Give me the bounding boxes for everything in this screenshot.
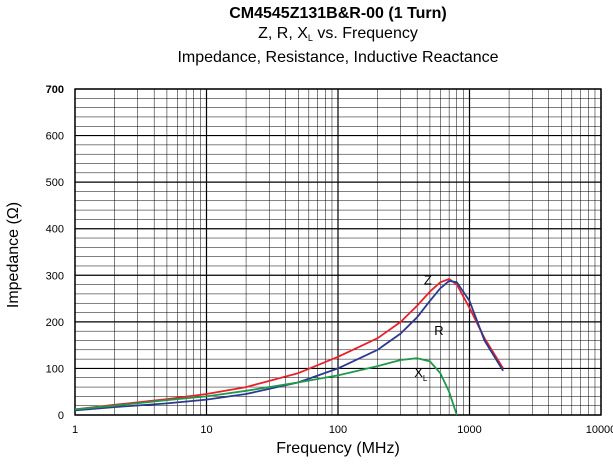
y-axis-label: Impedance (Ω) <box>5 201 22 309</box>
y-tick-label: 200 <box>46 317 64 329</box>
curve-label-xl: XL <box>414 365 428 383</box>
chart-subtitle: Z, R, XL vs. Frequency <box>75 24 601 48</box>
x-tick-label: 1 <box>72 424 78 436</box>
chart-curve-labels: Z R XL <box>414 273 443 383</box>
y-tick-label: 700 <box>46 84 64 96</box>
x-tick-label: 100 <box>329 424 347 436</box>
plot-frame <box>74 88 602 416</box>
y-tick-label: 0 <box>58 410 64 422</box>
chart-series-group <box>74 278 504 416</box>
curve-label-r: R <box>434 323 443 338</box>
series-line-r <box>74 280 504 412</box>
subtitle-main: Z, R, X <box>258 25 308 42</box>
chart-subtitle-2: Impedance, Resistance, Inductive Reactan… <box>177 49 499 66</box>
y-tick-label: 600 <box>46 131 64 143</box>
y-tick-label: 100 <box>46 363 64 375</box>
subtitle-sub: L <box>307 33 313 43</box>
series-line-z <box>74 278 504 411</box>
x-tick-label: 1000 <box>457 424 481 436</box>
x-axis-label: Frequency (MHz) <box>276 440 400 457</box>
chart-grid <box>74 88 602 416</box>
y-tick-label: 300 <box>46 270 64 282</box>
y-tick-label: 400 <box>46 224 64 236</box>
x-tick-label: 10 <box>200 424 212 436</box>
chart-title-block: CM4545Z131B&R-00 (1 Turn) Z, R, XL vs. F… <box>75 4 601 68</box>
y-axis-label-wrap: Impedance (Ω) <box>4 0 24 466</box>
y-tick-label: 500 <box>46 177 64 189</box>
curve-label-z: Z <box>424 273 432 288</box>
subtitle-rest: vs. Frequency <box>312 25 418 42</box>
series-line-xl <box>74 357 458 416</box>
chart-title: CM4545Z131B&R-00 (1 Turn) <box>229 5 447 22</box>
